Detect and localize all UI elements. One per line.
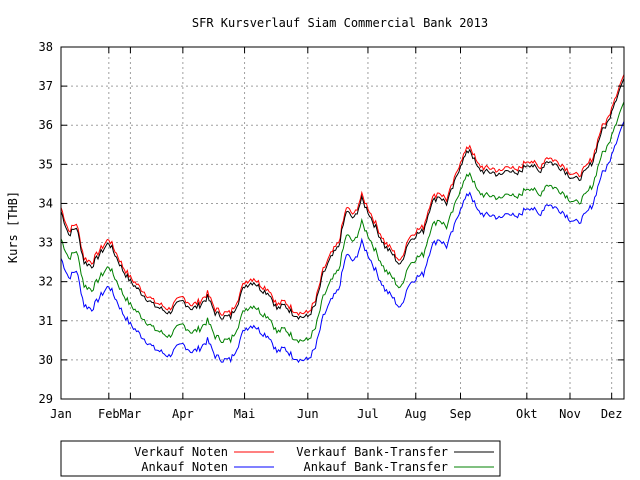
series-line xyxy=(60,78,625,321)
y-tick-label: 30 xyxy=(39,353,53,367)
y-tick-label: 31 xyxy=(39,314,53,328)
legend-box xyxy=(60,440,501,477)
series-line xyxy=(60,121,625,364)
x-tick-label: Jun xyxy=(297,407,319,421)
series-line xyxy=(60,74,625,317)
legend-label: Ankauf Noten xyxy=(141,460,228,474)
chart-title: SFR Kursverlauf Siam Commercial Bank 201… xyxy=(192,16,488,30)
x-tick-label: Mar xyxy=(120,407,142,421)
x-tick-label: Jan xyxy=(50,407,72,421)
x-tick-label: Feb xyxy=(98,407,120,421)
x-tick-label: Mai xyxy=(234,407,256,421)
y-tick-label: 32 xyxy=(39,275,53,289)
series-layer xyxy=(60,74,625,364)
legend-label: Ankauf Bank-Transfer xyxy=(304,460,449,474)
y-axis-label: Kurs [THB] xyxy=(6,191,20,263)
grid-layer xyxy=(61,47,624,399)
y-tick-label: 37 xyxy=(39,79,53,93)
y-tick-label: 36 xyxy=(39,118,53,132)
series-line xyxy=(60,101,625,344)
x-tick-label: Sep xyxy=(450,407,472,421)
x-tick-label: Apr xyxy=(172,407,194,421)
legend-label: Verkauf Noten xyxy=(134,445,228,459)
y-tick-label: 33 xyxy=(39,236,53,250)
x-tick-label: Nov xyxy=(559,407,581,421)
y-tick-label: 34 xyxy=(39,196,53,210)
x-tick-label: Aug xyxy=(405,407,427,421)
x-tick-label: Jul xyxy=(357,407,379,421)
y-tick-layer: 29 30 31 32 33 34 35 36 37 38 xyxy=(39,40,624,406)
legend-label: Verkauf Bank-Transfer xyxy=(296,445,448,459)
legend: Verkauf Noten Verkauf Bank-TransferAnkauf… xyxy=(60,440,501,477)
x-tick-label: Dez xyxy=(601,407,623,421)
y-tick-label: 29 xyxy=(39,392,53,406)
x-tick-layer: Jan Feb Mar Apr Mai Jun Jul Aug Sep Okt Nov Dez xyxy=(50,47,623,421)
y-tick-label: 38 xyxy=(39,40,53,54)
x-tick-label: Okt xyxy=(516,407,538,421)
plot-frame xyxy=(60,46,625,400)
y-tick-label: 35 xyxy=(39,157,53,171)
